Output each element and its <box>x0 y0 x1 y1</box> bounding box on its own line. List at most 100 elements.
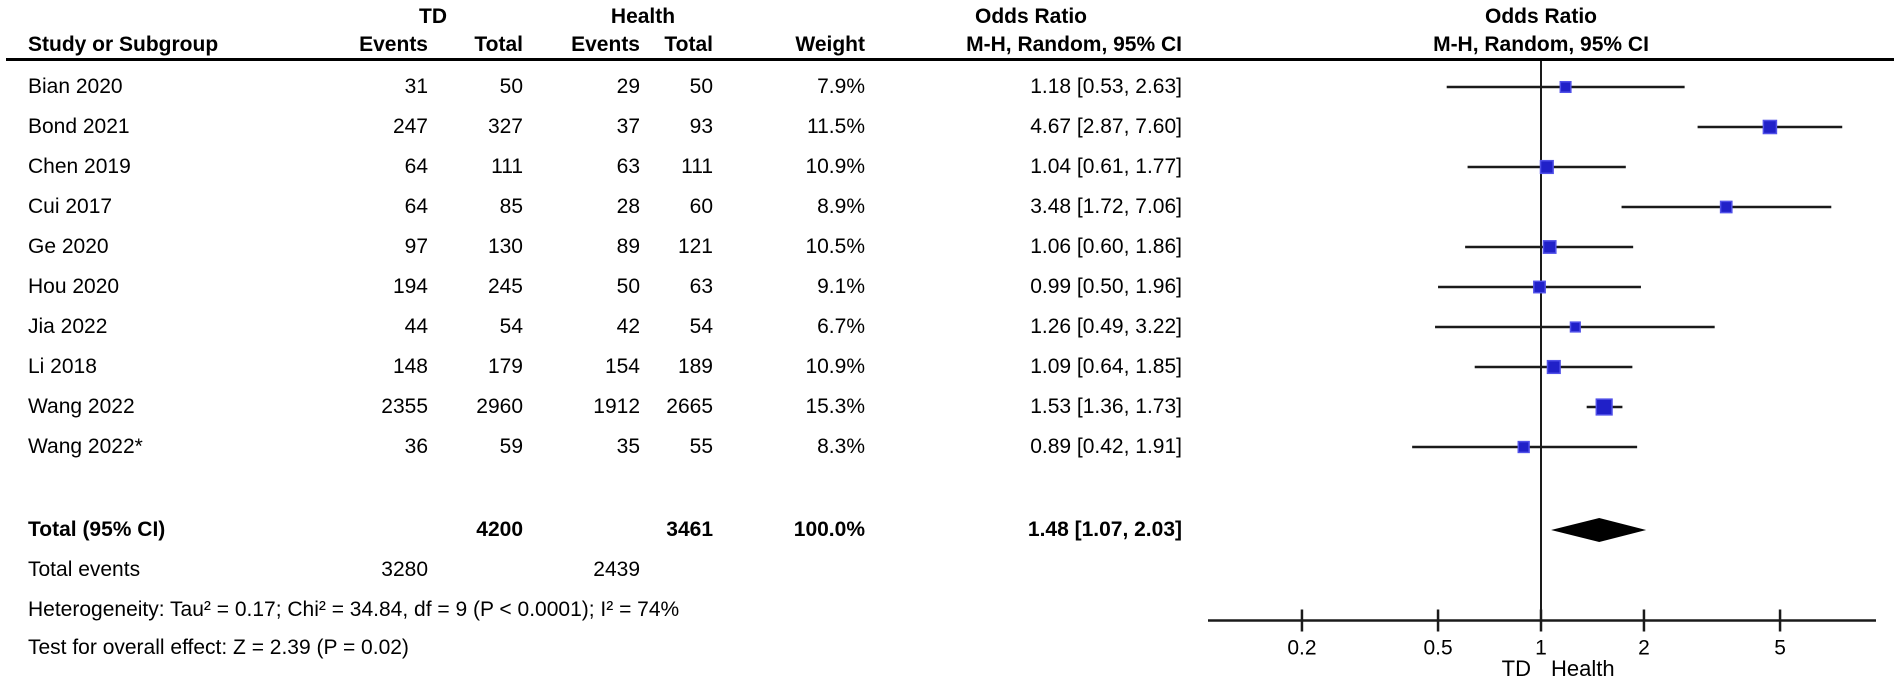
study-name: Cui 2017 <box>28 195 113 218</box>
or-ci-cell: 1.06 [0.60, 1.86] <box>1030 235 1182 258</box>
or-marker <box>1546 359 1561 375</box>
health-total-cell: 2665 <box>666 395 713 418</box>
study-name: Bond 2021 <box>28 115 130 138</box>
or-ci-cell: 0.89 [0.42, 1.91] <box>1030 435 1182 458</box>
weight-cell: 11.5% <box>807 115 865 138</box>
group-header-health: Health <box>610 5 676 28</box>
td-events-column-header: Events <box>359 33 428 56</box>
health-total-column-header: Total <box>664 33 713 56</box>
or-ci-cell: 1.26 [0.49, 3.22] <box>1030 315 1182 338</box>
td-events-cell: 2355 <box>381 395 428 418</box>
health-total-cell: 50 <box>689 75 713 98</box>
health-events-cell: 1912 <box>593 395 640 418</box>
td-total-cell: 130 <box>487 235 523 258</box>
or-ci-cell: 1.04 [0.61, 1.77] <box>1030 155 1182 178</box>
health-events-cell: 37 <box>616 115 640 138</box>
health-events-cell: 89 <box>616 235 640 258</box>
td-total-cell: 54 <box>499 315 523 338</box>
study-name: Li 2018 <box>28 355 97 378</box>
td-events-cell: 247 <box>392 115 428 138</box>
total-td-total: 4200 <box>476 518 523 541</box>
td-total-cell: 111 <box>491 155 523 178</box>
health-events-cell: 50 <box>616 275 640 298</box>
td-total-cell: 327 <box>487 115 523 138</box>
td-total-cell: 59 <box>499 435 523 458</box>
td-events-cell: 64 <box>404 155 428 178</box>
or-ci-column-header: M-H, Random, 95% CI <box>966 33 1182 56</box>
axis-label-left: TD <box>1502 656 1531 681</box>
total-events-td: 3280 <box>381 558 428 581</box>
health-total-cell: 63 <box>689 275 713 298</box>
td-events-cell: 148 <box>392 355 428 378</box>
total-or-ci: 1.48 [1.07, 2.03] <box>1027 518 1182 541</box>
study-name: Wang 2022* <box>28 435 143 458</box>
or-ci-cell: 0.99 [0.50, 1.96] <box>1030 275 1182 298</box>
or-marker <box>1559 80 1572 94</box>
or-marker <box>1719 200 1733 214</box>
weight-cell: 8.9% <box>817 195 865 218</box>
health-events-cell: 35 <box>616 435 640 458</box>
study-name: Chen 2019 <box>28 155 131 178</box>
or-marker <box>1539 159 1554 175</box>
health-total-cell: 54 <box>689 315 713 338</box>
total-events-health: 2439 <box>593 558 640 581</box>
or-marker <box>1517 440 1530 454</box>
overall-effect-test: Test for overall effect: Z = 2.39 (P = 0… <box>28 636 409 659</box>
weight-cell: 10.5% <box>805 235 865 258</box>
td-total-cell: 2960 <box>476 395 523 418</box>
weight-cell: 7.9% <box>817 75 865 98</box>
study-column-header: Study or Subgroup <box>28 33 219 56</box>
total-events-label: Total events <box>28 558 141 581</box>
total-weight: 100.0% <box>793 518 865 541</box>
group-header-td: TD <box>419 5 447 28</box>
axis-label-right: Health <box>1551 656 1615 681</box>
td-events-cell: 36 <box>404 435 428 458</box>
or-ci-cell: 1.18 [0.53, 2.63] <box>1030 75 1182 98</box>
or-ci-cell: 1.09 [0.64, 1.85] <box>1030 355 1182 378</box>
weight-cell: 9.1% <box>817 275 865 298</box>
weight-cell: 10.9% <box>805 155 865 178</box>
study-name: Wang 2022 <box>28 395 135 418</box>
or-ci-cell: 3.48 [1.72, 7.06] <box>1030 195 1182 218</box>
header-rule <box>6 58 1894 61</box>
weight-cell: 10.9% <box>805 355 865 378</box>
health-total-cell: 121 <box>677 235 713 258</box>
td-total-cell: 179 <box>487 355 523 378</box>
health-events-cell: 42 <box>616 315 640 338</box>
study-name: Jia 2022 <box>28 315 108 338</box>
health-events-cell: 28 <box>616 195 640 218</box>
td-total-cell: 50 <box>499 75 523 98</box>
study-name: Ge 2020 <box>28 235 109 258</box>
health-events-column-header: Events <box>571 33 640 56</box>
td-events-cell: 97 <box>404 235 428 258</box>
tick-label: 0.2 <box>1287 637 1316 660</box>
td-total-column-header: Total <box>474 33 523 56</box>
or-marker <box>1533 280 1546 294</box>
or-ci-cell: 1.53 [1.36, 1.73] <box>1030 395 1182 418</box>
total-health-total: 3461 <box>666 518 713 541</box>
plot-subtitle: M-H, Random, 95% CI <box>1433 33 1649 56</box>
or-marker <box>1595 398 1613 416</box>
td-events-cell: 31 <box>404 75 428 98</box>
health-total-cell: 189 <box>677 355 713 378</box>
health-total-cell: 55 <box>689 435 713 458</box>
td-events-cell: 194 <box>392 275 428 298</box>
td-events-cell: 64 <box>404 195 428 218</box>
or-marker <box>1762 119 1778 135</box>
td-total-cell: 245 <box>487 275 523 298</box>
health-total-cell: 93 <box>689 115 713 138</box>
study-name: Bian 2020 <box>28 75 123 98</box>
tick-label: 0.5 <box>1423 637 1452 660</box>
tick-label: 2 <box>1638 637 1650 660</box>
td-total-cell: 85 <box>499 195 523 218</box>
health-total-cell: 60 <box>689 195 713 218</box>
health-total-cell: 111 <box>681 155 713 178</box>
weight-column-header: Weight <box>795 33 865 56</box>
health-events-cell: 63 <box>616 155 640 178</box>
tick-label: 5 <box>1774 637 1786 660</box>
total-row-label: Total (95% CI) <box>28 518 166 541</box>
health-events-cell: 29 <box>616 75 640 98</box>
weight-cell: 8.3% <box>817 435 865 458</box>
